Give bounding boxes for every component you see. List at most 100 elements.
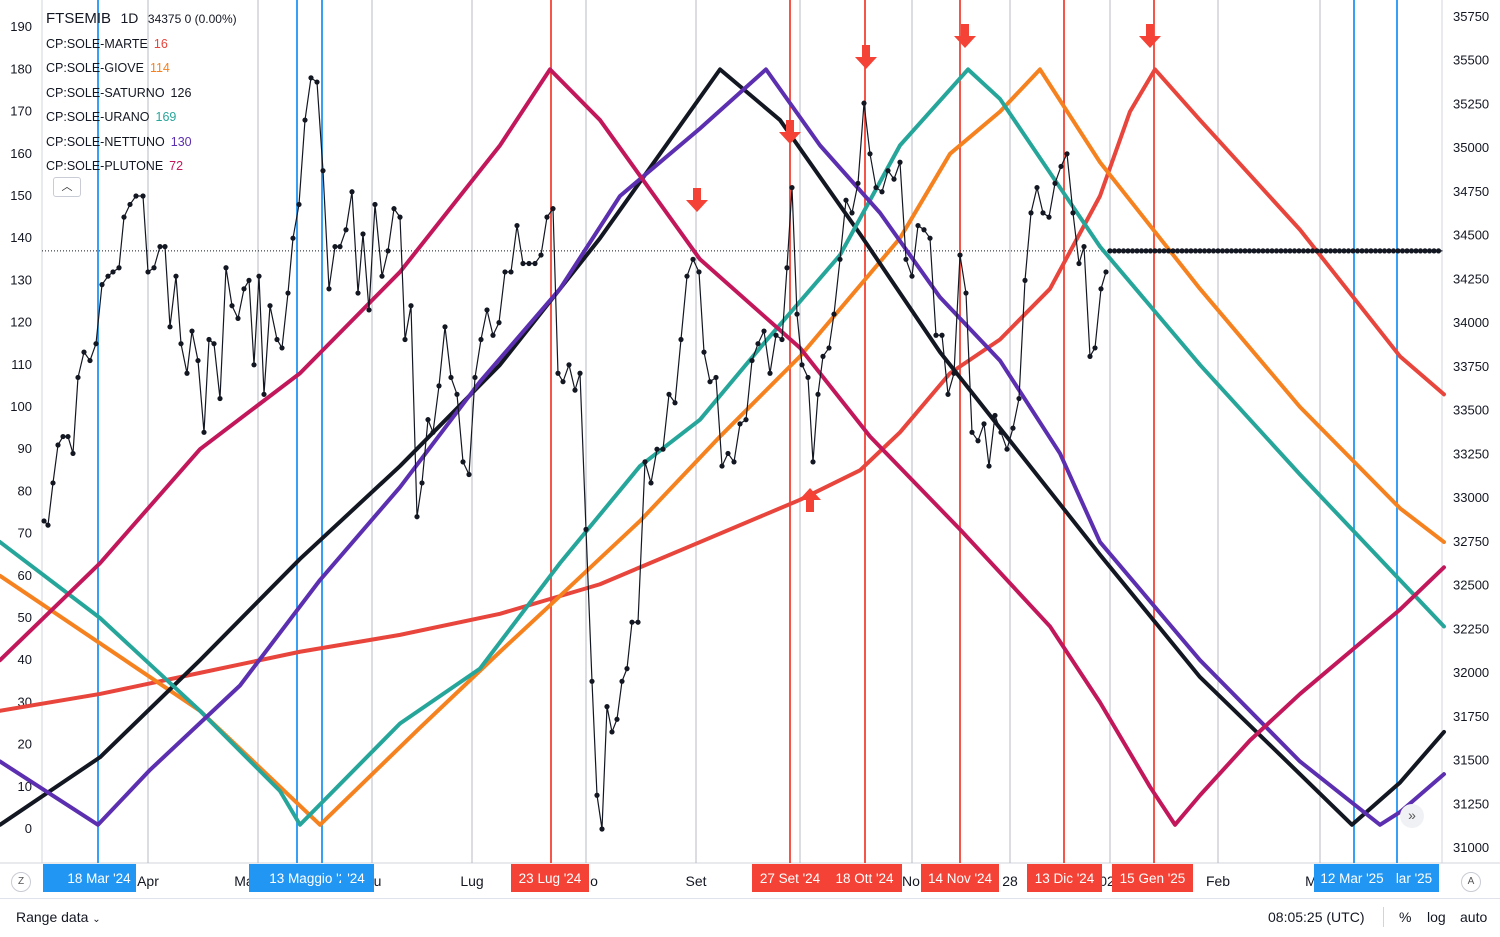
price-point [713, 374, 719, 381]
price-point [326, 286, 332, 292]
price-point [945, 391, 951, 397]
scale-z-button[interactable]: Z [11, 872, 31, 892]
legend-collapse-button[interactable]: ︿ [53, 177, 81, 197]
right-axis-tick-label: 34750 [1453, 184, 1489, 199]
price-point [448, 374, 454, 381]
price-point [779, 336, 785, 343]
price-point [436, 383, 442, 389]
price-point [167, 324, 173, 330]
price-point [849, 210, 855, 216]
price-point [442, 324, 448, 330]
date-badge [62, 864, 136, 892]
price-point [355, 290, 361, 296]
price-point [577, 370, 583, 376]
percent-toggle[interactable]: % [1399, 909, 1412, 925]
toolbar-divider [1383, 907, 1384, 927]
projection-point [1323, 248, 1329, 254]
price-point [454, 391, 460, 397]
projection-point [1408, 248, 1415, 254]
legend-item[interactable]: CP:SOLE-GIOVE 114 [46, 56, 237, 81]
price-point [508, 269, 514, 275]
price-point [402, 336, 408, 343]
price-point [217, 395, 223, 402]
right-axis-tick-label: 33750 [1453, 359, 1489, 374]
projection-point [1417, 248, 1424, 254]
price-point [794, 311, 800, 317]
chevron-up-icon: ︿ [61, 181, 73, 193]
right-axis-tick-label: 32750 [1453, 534, 1489, 549]
price-point [550, 206, 556, 212]
price-point [731, 459, 737, 465]
price-point [826, 345, 832, 351]
projection-point [1246, 248, 1253, 254]
scale-a-button[interactable]: A [1461, 872, 1481, 892]
projection-point [1399, 248, 1406, 254]
left-axis-tick-label: 0 [25, 821, 32, 836]
projection-point [1260, 248, 1266, 254]
projection-point [1309, 248, 1316, 254]
legend-item[interactable]: CP:SOLE-MARTE 16 [46, 32, 237, 57]
price-point [1010, 425, 1016, 431]
left-axis-tick-label: 70 [18, 526, 32, 541]
price-point [466, 471, 472, 478]
price-point [320, 168, 326, 174]
price-point [99, 282, 105, 288]
scroll-to-latest-button[interactable]: » [1400, 804, 1424, 828]
price-point [1016, 395, 1022, 402]
clock-label[interactable]: 08:05:25 (UTC) [1268, 909, 1365, 925]
legend-item-label: CP:SOLE-NETTUNO [46, 134, 165, 149]
auto-toggle[interactable]: auto [1460, 909, 1488, 925]
projection-point [1435, 248, 1442, 254]
projection-point [1273, 248, 1280, 254]
left-axis-tick-label: 40 [18, 652, 32, 667]
projection-point [1224, 248, 1230, 254]
price-point [1034, 184, 1040, 191]
price-point [1076, 260, 1082, 267]
symbol-label[interactable]: FTSEMIB [46, 10, 112, 27]
price-point [784, 265, 790, 271]
price-point [767, 370, 773, 376]
legend-item[interactable]: CP:SOLE-URANO 169 [46, 105, 237, 130]
chevron-down-icon: ⌄ [92, 914, 101, 925]
price-point [885, 168, 891, 174]
legend-item[interactable]: CP:SOLE-PLUTONE 72 [46, 154, 237, 179]
projection-point [1363, 248, 1370, 254]
series-line-cp-sole-giove [0, 67, 1446, 827]
arrow-up-icon [799, 488, 821, 512]
price-point [1103, 269, 1109, 275]
legend-item[interactable]: CP:SOLE-NETTUNO 130 [46, 130, 237, 155]
arrow-down-icon [954, 24, 976, 48]
left-axis-tick-label: 60 [18, 568, 32, 583]
price-point [532, 260, 538, 267]
price-point [609, 729, 615, 735]
timeframe-label[interactable]: 1D [120, 10, 139, 26]
chart-canvas[interactable]: 0102030405060708090100110120130140150160… [0, 0, 1500, 898]
price-point [1064, 151, 1070, 157]
price-point [157, 244, 163, 250]
price-point [572, 387, 578, 393]
date-badge-label: 23 Lug '24 [519, 871, 582, 886]
left-axis-tick-label: 120 [10, 315, 32, 330]
date-badge-label: 27 Set '24 [760, 871, 821, 886]
right-axis-tick-label: 33250 [1453, 446, 1489, 461]
log-toggle[interactable]: log [1427, 909, 1446, 925]
price-point [261, 391, 267, 397]
projection-point [1125, 248, 1131, 254]
legend-item[interactable]: CP:SOLE-SATURNO 126 [46, 81, 237, 106]
price-point [583, 526, 589, 532]
range-data-button[interactable]: Range data ⌄ [16, 909, 101, 925]
price-point [951, 370, 957, 376]
price-point [1022, 277, 1028, 283]
price-point [502, 269, 508, 275]
price-point [349, 189, 355, 195]
projection-point [1147, 248, 1154, 254]
price-point [151, 265, 157, 271]
projection-point [1237, 248, 1244, 254]
price-point [206, 336, 212, 343]
projection-point [1156, 248, 1163, 254]
price-point [419, 480, 425, 486]
date-badge-label: 15 Gen '25 [1120, 871, 1186, 886]
price-point [189, 328, 195, 334]
price-point [891, 176, 897, 182]
price-point [256, 273, 262, 279]
